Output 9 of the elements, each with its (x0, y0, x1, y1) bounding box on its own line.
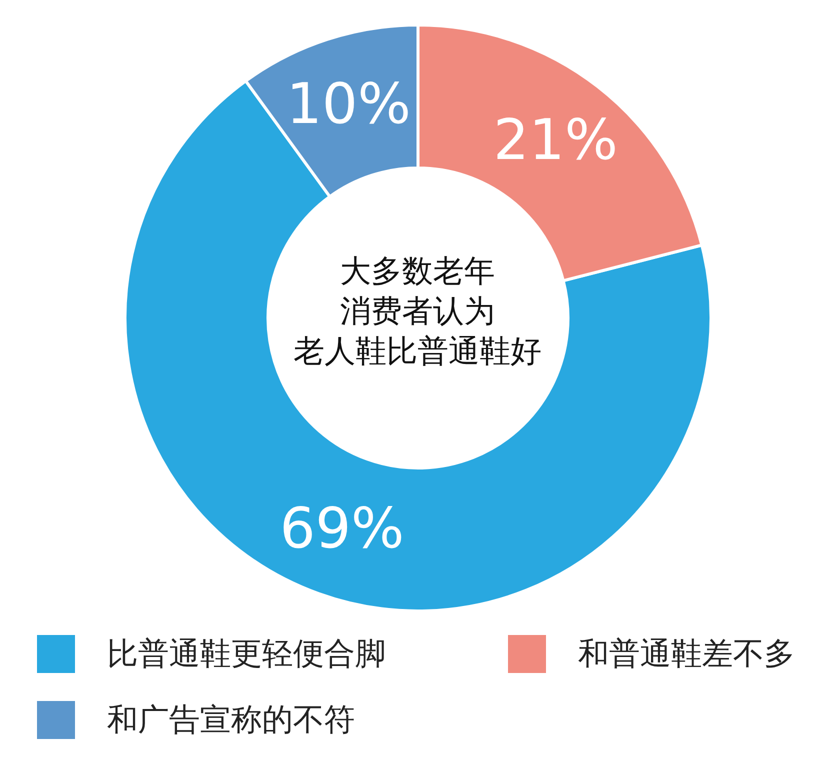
data-label: 21% (493, 108, 618, 174)
data-label: 10% (286, 72, 411, 137)
legend-label: 和普通鞋差不多 (578, 636, 795, 672)
text: 消费者认为 (340, 294, 495, 330)
legend-label: 和广告宣称的不符 (107, 702, 355, 738)
data-label: 69% (280, 496, 404, 562)
legend-label: 比普通鞋更轻便合脚 (107, 636, 386, 672)
text: 老人鞋比普通鞋好 (294, 334, 542, 370)
text: 大多数老年 (340, 254, 495, 290)
